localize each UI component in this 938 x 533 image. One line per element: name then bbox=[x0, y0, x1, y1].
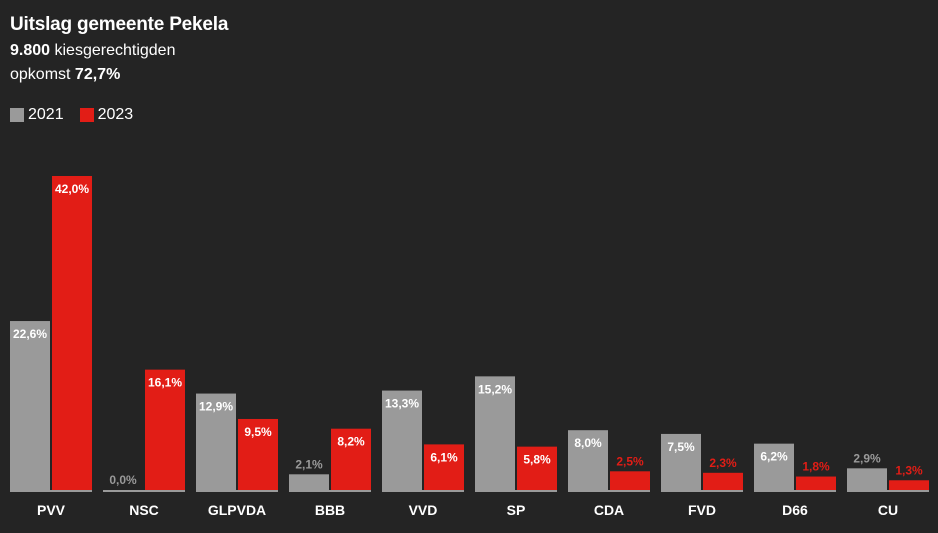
legend-swatch-2023 bbox=[79, 108, 94, 122]
bar-2023-cu bbox=[889, 480, 929, 490]
data-label-2021-fvd: 7,5% bbox=[667, 440, 695, 454]
bar-2023-d66 bbox=[796, 476, 836, 490]
eligible-voters: 9.800 kiesgerechtigden bbox=[10, 42, 175, 60]
data-label-2023-vvd: 6,1% bbox=[430, 450, 458, 464]
bar-2021-pvv bbox=[10, 321, 50, 490]
turnout-label: opkomst bbox=[10, 66, 75, 83]
category-label-sp: SP bbox=[507, 502, 526, 518]
bar-2021-d66 bbox=[754, 443, 794, 490]
data-label-2021-cda: 8,0% bbox=[574, 436, 602, 450]
bar-2023-bbb bbox=[331, 428, 371, 490]
data-label-2021-d66: 6,2% bbox=[760, 450, 788, 464]
legend: 2021 2023 bbox=[10, 106, 133, 124]
data-label-2021-glpvda: 12,9% bbox=[199, 400, 233, 414]
data-label-2023-d66: 1,8% bbox=[802, 460, 830, 474]
data-label-2021-nsc: 0,0% bbox=[109, 473, 137, 487]
category-label-bbb: BBB bbox=[315, 502, 345, 518]
eligible-voters-label: kiesgerechtigden bbox=[50, 42, 176, 59]
bar-2023-glpvda bbox=[238, 418, 278, 490]
legend-label-2021: 2021 bbox=[28, 106, 64, 123]
turnout: opkomst 72,7% bbox=[10, 66, 120, 84]
chart-title: Uitslag gemeente Pekela bbox=[10, 14, 229, 35]
bar-2023-sp bbox=[517, 446, 557, 490]
data-label-2021-cu: 2,9% bbox=[853, 451, 881, 465]
bar-2023-pvv bbox=[52, 176, 92, 490]
bar-2023-vvd bbox=[424, 444, 464, 490]
bar-2021-fvd bbox=[661, 433, 701, 490]
category-label-pvv: PVV bbox=[37, 502, 66, 518]
bar-2023-cda bbox=[610, 471, 650, 490]
data-label-2023-cu: 1,3% bbox=[895, 463, 923, 477]
bar-2021-vvd bbox=[382, 390, 422, 490]
data-label-2023-fvd: 2,3% bbox=[709, 456, 737, 470]
category-label-glpvda: GLPVDA bbox=[208, 502, 266, 518]
category-label-nsc: NSC bbox=[129, 502, 159, 518]
data-label-2023-nsc: 16,1% bbox=[148, 376, 182, 390]
category-label-cda: CDA bbox=[594, 502, 624, 518]
data-label-2023-sp: 5,8% bbox=[523, 453, 551, 467]
data-label-2023-bbb: 8,2% bbox=[337, 435, 365, 449]
data-label-2023-glpvda: 9,5% bbox=[244, 425, 272, 439]
data-label-2021-bbb: 2,1% bbox=[295, 457, 323, 471]
data-label-2021-vvd: 13,3% bbox=[385, 397, 419, 411]
bar-2023-fvd bbox=[703, 472, 743, 490]
category-label-vvd: VVD bbox=[409, 502, 438, 518]
legend-label-2023: 2023 bbox=[97, 106, 134, 123]
eligible-voters-value: 9.800 bbox=[10, 42, 51, 59]
legend-item-2021: 2021 bbox=[10, 106, 64, 124]
category-label-d66: D66 bbox=[782, 502, 808, 518]
category-label-cu: CU bbox=[878, 502, 898, 518]
data-label-2023-pvv: 42,0% bbox=[55, 182, 89, 196]
turnout-value: 72,7% bbox=[74, 66, 121, 83]
bar-2021-bbb bbox=[289, 474, 329, 490]
data-label-2021-sp: 15,2% bbox=[478, 382, 512, 396]
legend-swatch-2021 bbox=[10, 108, 24, 122]
legend-item-2023: 2023 bbox=[79, 106, 134, 124]
bar-2021-glpvda bbox=[196, 393, 236, 490]
data-label-2023-cda: 2,5% bbox=[616, 454, 644, 468]
data-label-2021-pvv: 22,6% bbox=[13, 327, 47, 341]
bar-2023-nsc bbox=[145, 369, 185, 490]
bar-2021-cda bbox=[568, 430, 608, 490]
bar-2021-cu bbox=[847, 468, 887, 490]
category-label-fvd: FVD bbox=[688, 502, 716, 518]
bar-2021-sp bbox=[475, 376, 515, 490]
